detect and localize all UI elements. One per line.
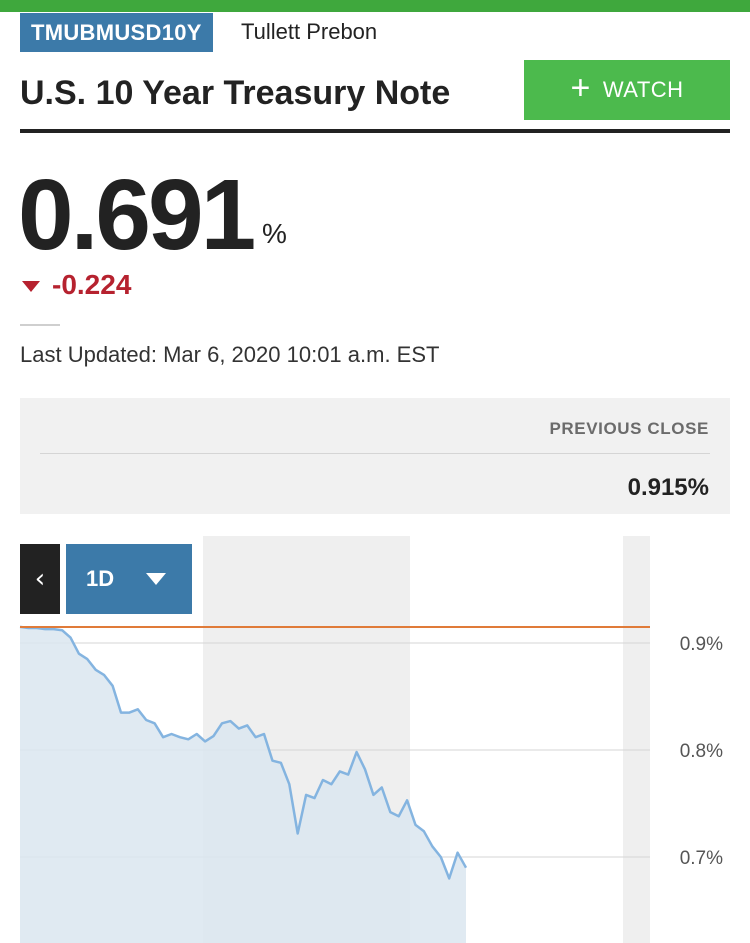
- down-arrow-icon: [22, 280, 40, 292]
- plus-icon: +: [570, 69, 591, 107]
- previous-close-panel: PREVIOUS CLOSE 0.915%: [20, 398, 730, 514]
- section-divider: [20, 324, 60, 326]
- range-selector[interactable]: 1D: [66, 544, 192, 614]
- y-tick-label: 0.9%: [680, 634, 723, 655]
- session-shading-right: [623, 536, 650, 943]
- price-unit: %: [262, 218, 287, 249]
- price-value: 0.691: [18, 159, 256, 271]
- change-value: -0.224: [52, 269, 132, 300]
- symbol-badge[interactable]: TMUBMUSD10Y: [20, 13, 213, 52]
- data-source-label: Tullett Prebon: [241, 19, 378, 44]
- page-title: U.S. 10 Year Treasury Note: [20, 74, 451, 112]
- chevron-left-icon: ‹: [34, 564, 46, 594]
- watch-button[interactable]: + WATCH: [524, 60, 730, 120]
- y-axis-labels: 0.9% 0.8% 0.7%: [680, 634, 723, 869]
- range-selector-label: 1D: [86, 566, 115, 591]
- price-chart[interactable]: 0.9% 0.8% 0.7% ‹ 1D: [0, 536, 750, 943]
- top-accent-bar: [0, 0, 750, 12]
- y-tick-label: 0.8%: [680, 741, 723, 762]
- last-updated-timestamp: Last Updated: Mar 6, 2020 10:01 a.m. EST: [20, 342, 440, 367]
- title-divider: [20, 129, 730, 133]
- previous-close-value: 0.915%: [627, 474, 709, 501]
- y-tick-label: 0.7%: [680, 848, 723, 869]
- watch-button-label: WATCH: [602, 77, 684, 102]
- series-area: [20, 626, 466, 943]
- previous-close-label: PREVIOUS CLOSE: [549, 419, 709, 438]
- chart-back-button[interactable]: ‹: [20, 544, 60, 614]
- chart-canvas[interactable]: 0.9% 0.8% 0.7%: [0, 536, 750, 943]
- previous-close-divider: [40, 453, 710, 454]
- price-change: -0.224: [22, 268, 131, 302]
- series-line: [19, 625, 468, 880]
- caret-down-icon: [146, 573, 167, 585]
